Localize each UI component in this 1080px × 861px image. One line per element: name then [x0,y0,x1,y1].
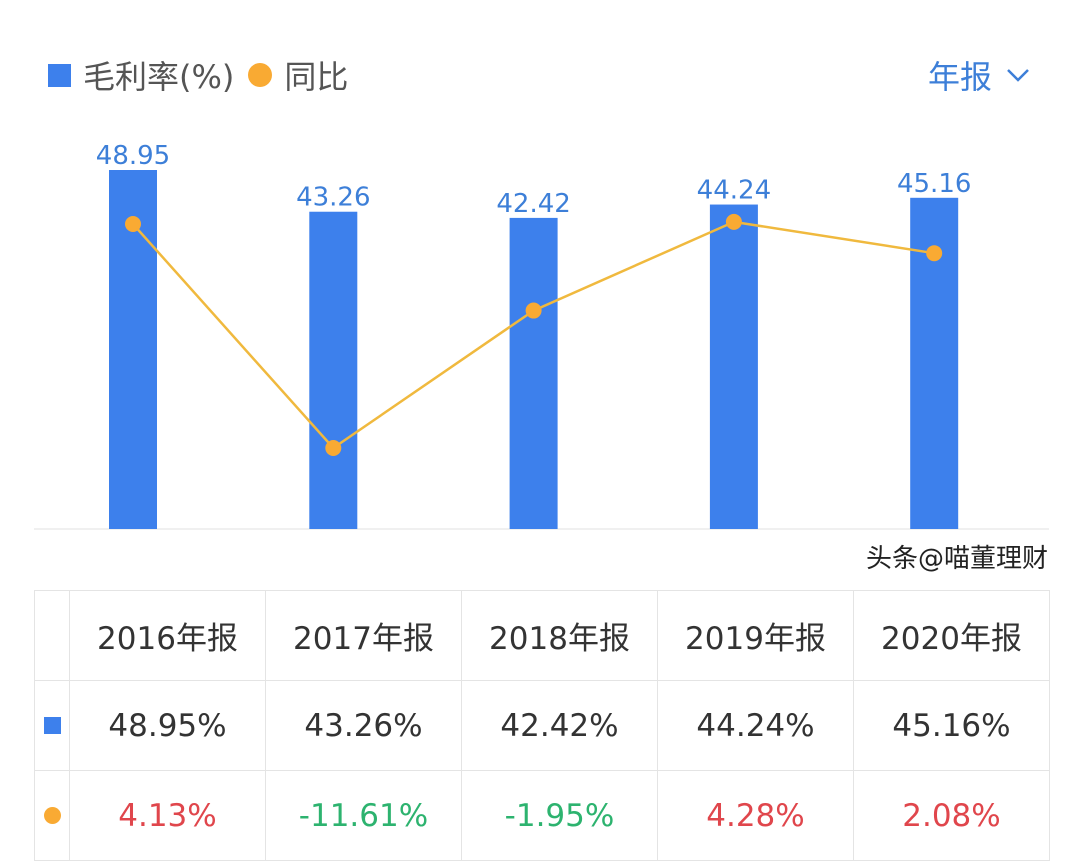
bar-data-label: 44.24 [697,176,771,206]
header-cell: 2019年报 [657,590,854,681]
yoy-cell: 2.08% [853,770,1050,861]
yoy-cell: 4.13% [69,770,266,861]
table-row-yoy: 4.13% -11.61% -1.95% 4.28% 2.08% [34,770,1050,861]
bar-data-label: 43.26 [296,183,370,213]
bar [509,217,558,529]
bar-square-icon [34,680,70,771]
legend-bar-swatch [48,63,71,87]
header-cell: 2020年报 [853,590,1050,681]
header-cell: 2016年报 [69,590,266,681]
chevron-down-icon [1007,69,1029,82]
table-header-row: 2016年报 2017年报 2018年报 2019年报 2020年报 [34,590,1050,681]
yoy-cell: -1.95% [461,770,658,861]
period-label: 年报 [927,58,992,96]
dot-circle-icon [34,770,70,861]
table-corner [34,590,70,681]
period-selector[interactable]: 年报 [928,52,1030,98]
chart: 48.95 43.26 42.42 44.24 45.16 [34,141,1049,530]
yoy-point [926,245,943,262]
yoy-point [125,216,141,233]
legend-bar-label: 毛利率(%) [83,58,235,96]
bar [309,211,358,530]
legend: 毛利率(%) 同比 [48,52,348,98]
legend-line-swatch [248,63,273,87]
yoy-cell: 4.28% [657,770,854,861]
margin-cell: 43.26% [265,680,462,771]
margin-cell: 44.24% [657,680,854,771]
bar [709,204,758,530]
header-cell: 2018年报 [461,590,658,681]
data-table: 2016年报 2017年报 2018年报 2019年报 2020年报 48.95… [34,590,1050,861]
margin-cell: 48.95% [69,680,266,771]
table-row-margin: 48.95% 43.26% 42.42% 44.24% 45.16% [34,680,1050,771]
watermark: 头条@喵董理财 [865,544,1048,574]
margin-cell: 45.16% [853,680,1050,771]
yoy-point [525,302,542,319]
bar-data-label: 42.42 [496,189,570,219]
yoy-cell: -11.61% [265,770,462,861]
bar-data-label: 45.16 [897,169,971,199]
yoy-point [725,213,742,230]
yoy-point [325,440,342,457]
header-cell: 2017年报 [265,590,462,681]
margin-cell: 42.42% [461,680,658,771]
legend-line-label: 同比 [284,58,349,96]
bar-data-label: 48.95 [96,141,170,171]
